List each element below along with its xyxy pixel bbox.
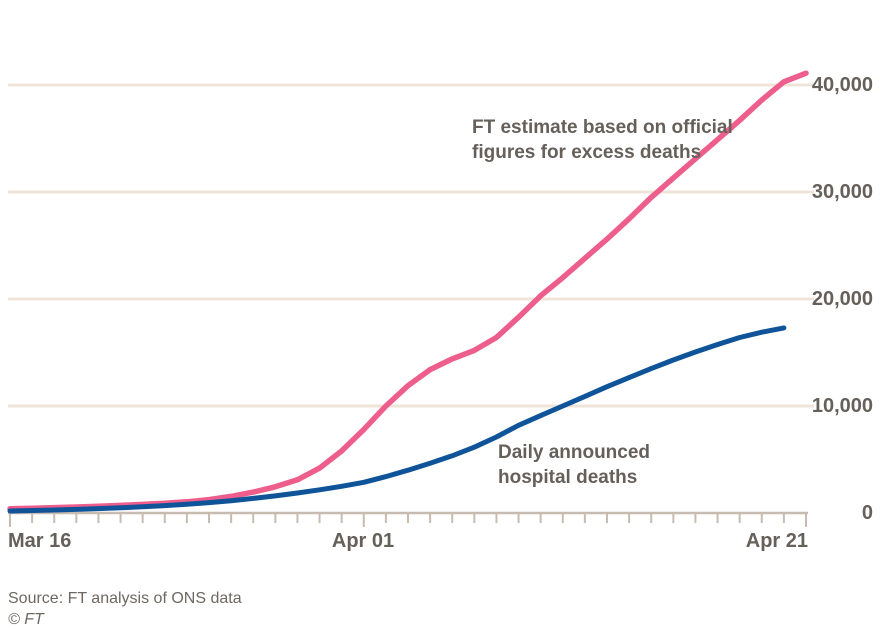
annotation-line: FT estimate based on official	[472, 117, 733, 138]
series-annotation-ft-estimate: FT estimate based on official figures fo…	[472, 115, 733, 165]
x-axis-tick-label: Apr 21	[745, 530, 808, 552]
source-note: Source: FT analysis of ONS data	[8, 590, 242, 607]
x-axis-tick-label: Mar 16	[8, 530, 72, 552]
annotation-line: hospital deaths	[498, 467, 638, 488]
copyright-note: © FT	[8, 611, 44, 628]
annotation-line: Daily announced	[498, 442, 651, 463]
y-axis-tick-label: 0	[861, 502, 873, 524]
x-axis-tick-label: Apr 01	[331, 530, 395, 552]
series-line-hospital-deaths	[7, 325, 787, 514]
y-axis-tick-label: 30,000	[811, 181, 873, 203]
y-axis-tick-label: 20,000	[811, 288, 873, 310]
series-annotation-hospital-deaths: Daily announced hospital deaths	[498, 440, 650, 490]
y-axis-tick-label: 10,000	[811, 395, 873, 417]
annotation-line: figures for excess deaths	[472, 142, 702, 163]
y-axis-tick-label: 40,000	[811, 74, 873, 96]
